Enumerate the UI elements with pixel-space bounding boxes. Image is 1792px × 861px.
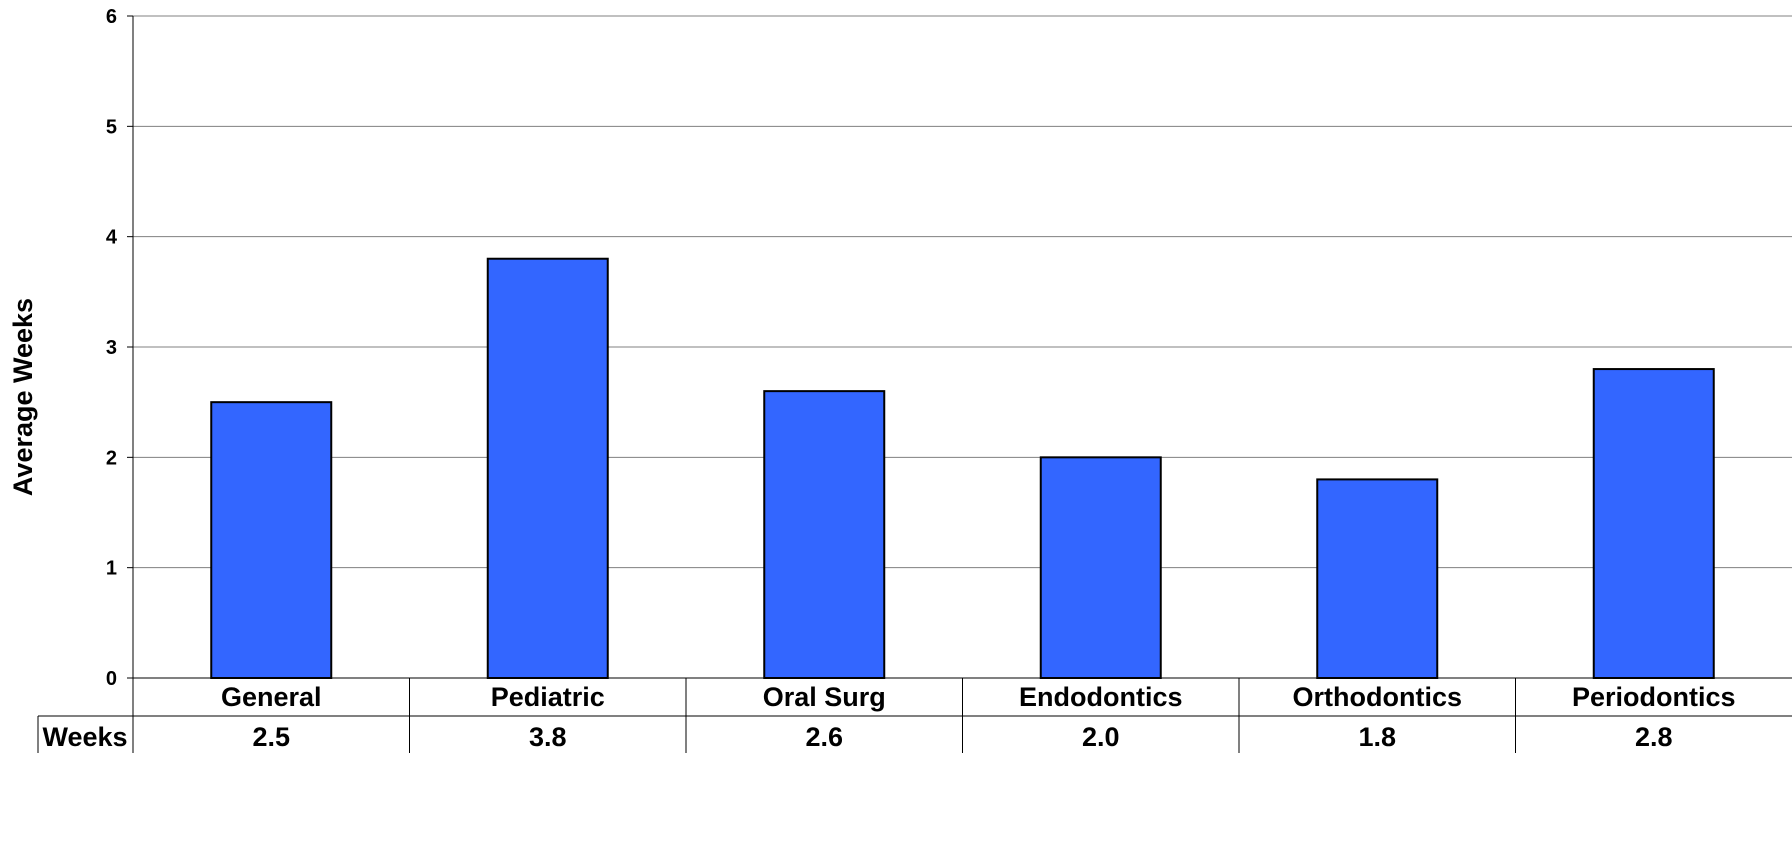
y-tick-label: 4 xyxy=(106,227,118,249)
y-tick-label: 3 xyxy=(106,337,117,359)
x-category-label: Oral Surg xyxy=(763,682,886,712)
table-row-label: Weeks xyxy=(42,722,127,752)
table-value: 3.8 xyxy=(529,722,567,752)
x-category-label: Orthodontics xyxy=(1293,682,1463,712)
data-table: Weeks General 2.5 Pediatric 3.8 Oral Surg 2.6 E… xyxy=(37,678,1792,753)
bar xyxy=(486,257,609,679)
table-value: 2.0 xyxy=(1082,722,1120,752)
table-value: 1.8 xyxy=(1358,722,1396,752)
table-value: 2.5 xyxy=(252,722,290,752)
y-tick-label: 6 xyxy=(106,6,117,28)
y-tick-label: 1 xyxy=(106,558,117,580)
y-tick-label: 2 xyxy=(106,447,117,469)
bar xyxy=(1592,368,1715,679)
x-category-label: General xyxy=(221,682,322,712)
bar xyxy=(1039,456,1162,680)
x-category-label: Endodontics xyxy=(1019,682,1183,712)
y-axis-title: Average Weeks xyxy=(8,298,38,496)
bar xyxy=(1316,478,1439,679)
gridlines xyxy=(133,15,1792,569)
x-category-label: Periodontics xyxy=(1572,682,1736,712)
bar xyxy=(763,390,886,679)
x-category-label: Pediatric xyxy=(491,682,605,712)
table-value: 2.8 xyxy=(1635,722,1673,752)
bar xyxy=(210,401,333,679)
y-axis-ticks: 0 1 2 3 4 5 6 xyxy=(106,6,133,690)
bars xyxy=(210,257,1715,680)
y-tick-label: 5 xyxy=(106,116,117,138)
y-tick-label: 0 xyxy=(106,668,117,690)
table-value: 2.6 xyxy=(805,722,843,752)
